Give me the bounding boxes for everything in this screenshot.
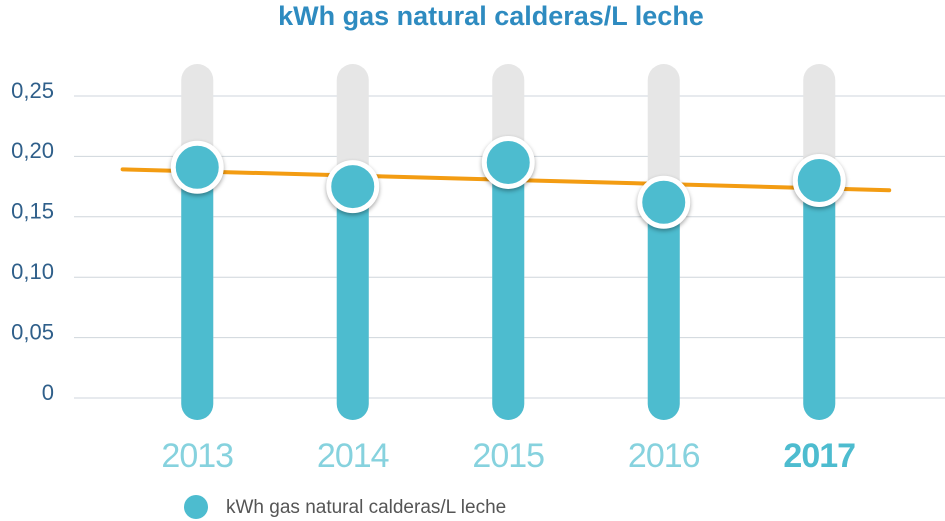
- bar: [181, 167, 214, 420]
- y-tick-label: 0,05: [11, 319, 54, 344]
- y-tick-label: 0,20: [11, 138, 54, 163]
- y-tick-label: 0,25: [11, 78, 54, 103]
- x-tick-label: 2016: [628, 437, 700, 475]
- chart-title: kWh gas natural calderas/L leche: [278, 1, 704, 31]
- x-tick-label: 2013: [161, 437, 233, 475]
- x-tick-label: 2015: [472, 437, 544, 475]
- x-tick-label: 2017: [783, 437, 855, 475]
- marker: [637, 175, 691, 229]
- marker: [792, 154, 846, 208]
- y-tick-label: 0,10: [11, 259, 54, 284]
- x-tick-label: 2014: [317, 437, 389, 475]
- marker: [326, 160, 380, 214]
- bar: [492, 162, 525, 420]
- y-tick-label: 0: [42, 380, 54, 405]
- y-tick-label: 0,15: [11, 199, 54, 224]
- legend-label: kWh gas natural calderas/L leche: [226, 497, 506, 518]
- bar: [336, 186, 369, 420]
- legend-swatch: [184, 495, 208, 519]
- marker: [170, 140, 224, 194]
- bar: [647, 202, 680, 420]
- marker: [481, 135, 535, 189]
- bar: [803, 180, 836, 420]
